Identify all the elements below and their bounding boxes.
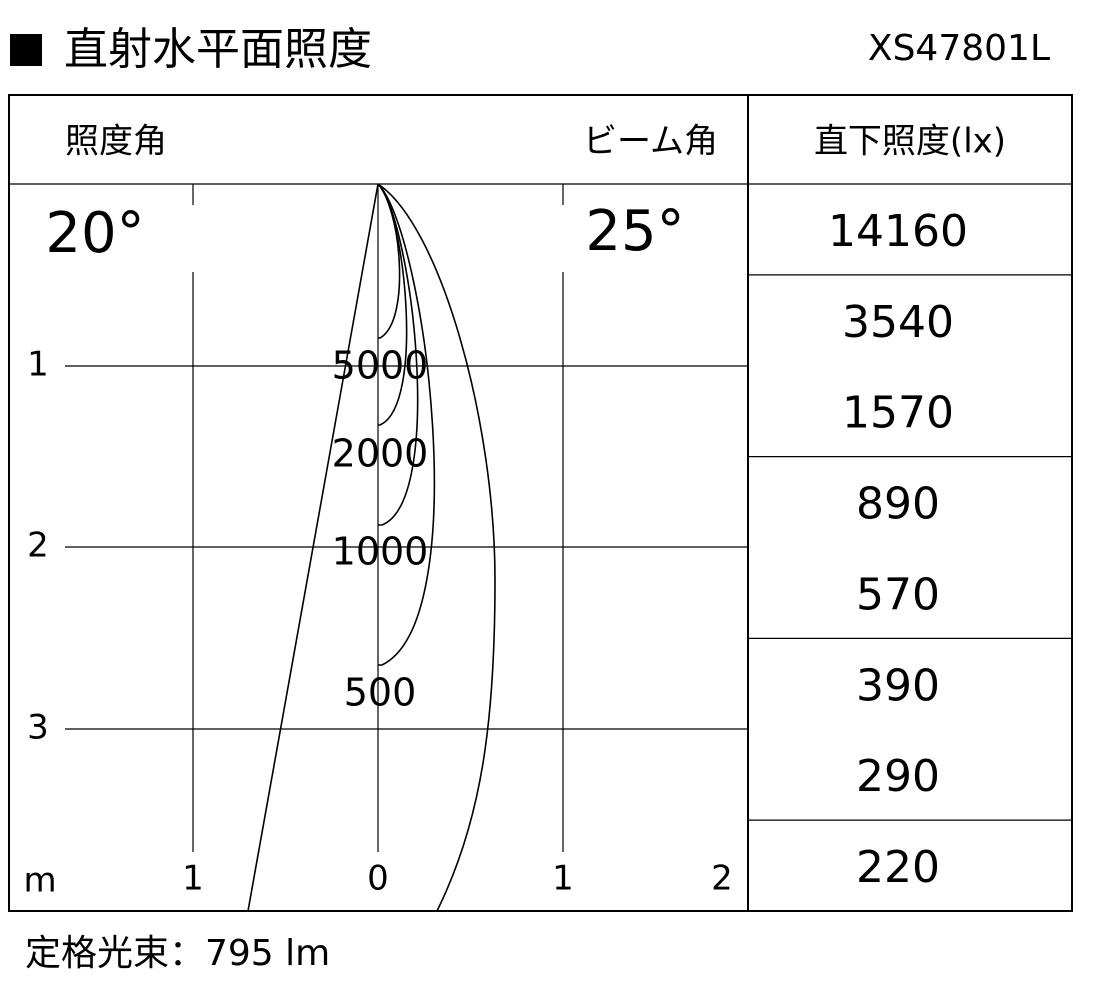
beam-angle: 25° <box>585 199 684 264</box>
y-label: 1 <box>27 345 49 385</box>
contour <box>377 183 401 339</box>
table-cell: 290 <box>856 751 940 802</box>
table-cell: 3540 <box>842 297 954 348</box>
model-number: XS47801L <box>868 28 1050 69</box>
grid <box>65 184 748 852</box>
angle-line <box>247 183 379 912</box>
x-label: 1 <box>182 859 204 899</box>
table-cell: 1570 <box>842 388 954 439</box>
table-header: 直下照度(lx) <box>814 122 1006 162</box>
table: 14160 3540 1570 890 570 390 290 220 <box>748 206 1072 893</box>
contour <box>377 183 419 526</box>
footer: 定格光束：795 lm <box>25 933 330 974</box>
table-cell: 390 <box>856 660 940 711</box>
table-cell: 890 <box>856 479 940 530</box>
contour <box>377 183 408 426</box>
x-label: 0 <box>367 859 389 899</box>
beam-curve <box>377 183 496 912</box>
frame <box>8 94 1073 912</box>
contour-label: 2000 <box>332 432 429 476</box>
left-header: 照度角 <box>65 122 167 162</box>
label-bg <box>60 206 170 270</box>
contour-label: 500 <box>344 671 417 715</box>
illuminance-angle: 20° <box>45 201 144 266</box>
isolux-curves <box>247 183 496 912</box>
x-label: 1 <box>552 859 574 899</box>
title-bullet <box>10 34 42 66</box>
table-cell: 570 <box>856 569 940 620</box>
page-title: 直射水平面照度 <box>64 24 372 75</box>
unit-label: m <box>23 861 56 901</box>
x-label: 2 <box>711 859 733 899</box>
label-bg <box>580 206 690 270</box>
table-cell: 14160 <box>828 206 968 257</box>
y-label: 2 <box>27 526 49 566</box>
contour-label: 1000 <box>332 530 429 574</box>
table-cell: 220 <box>856 842 940 893</box>
y-label: 3 <box>27 708 49 748</box>
contour-label: 5000 <box>332 344 429 388</box>
right-header: ビーム角 <box>583 122 718 162</box>
contour <box>377 183 436 666</box>
